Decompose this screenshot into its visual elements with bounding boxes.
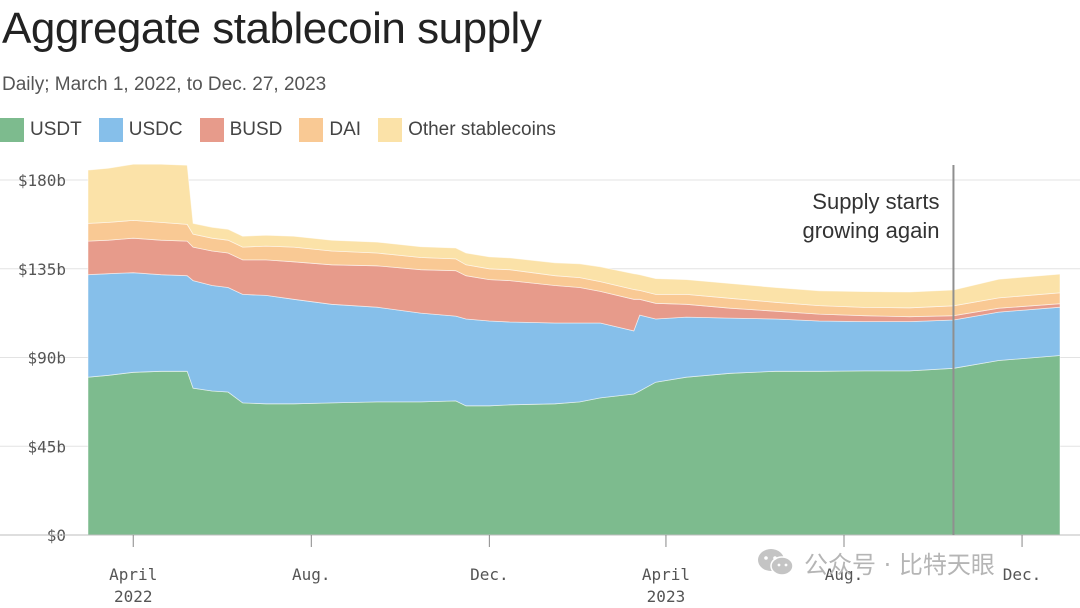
x-tick-label: Aug. [825,565,864,584]
x-tick-label: April [642,565,690,584]
legend-label-dai: DAI [329,119,362,140]
legend-swatch-dai [299,118,324,142]
wechat-logo-icon [758,548,794,576]
legend-label-busd: BUSD [229,119,283,140]
x-tick-label: Dec. [470,565,509,584]
legend-item-usdt: USDT [0,118,82,142]
x-tick-label: Aug. [292,565,331,584]
legend-item-usdc: USDC [98,118,183,142]
area-other-stablecoins [87,163,1061,309]
chart-title: Aggregate stablecoin supply [2,4,542,53]
y-tick-label: $90b [27,349,66,368]
y-tick-label: $45b [27,437,66,456]
y-tick-label: $180b [18,171,66,190]
legend-label-other: Other stablecoins [408,119,556,140]
legend-item-busd: BUSD [199,118,283,142]
area-layer [87,163,1061,536]
legend-label-usdt: USDT [30,119,82,140]
watermark: 公众号 · 比特天眼 [756,545,995,580]
x-tick-label: April [109,565,157,584]
x-tick-year-label: 2023 [647,587,686,606]
x-tick-year-label: 2022 [114,587,153,606]
legend-swatch-usdt [0,118,24,142]
chart-subtitle: Daily; March 1, 2022, to Dec. 27, 2023 [2,74,327,95]
y-tick-label: $135b [18,260,66,279]
annotation-text: Supply starts [812,189,939,214]
legend-label-usdc: USDC [128,119,183,140]
legend-swatch-busd [199,118,224,142]
legend-item-other: Other stablecoins [378,118,556,142]
legend-swatch-other [378,118,403,142]
annotation-layer: Supply starts growing again [802,165,955,535]
watermark-text: 公众号 · 比特天眼 [804,551,995,579]
x-tick-label: Dec. [1003,565,1042,584]
legend-swatch-usdc [98,118,123,142]
annotation-text: growing again [802,218,939,243]
chart-legend: USDT USDC BUSD DAI Other stablecoins [0,118,573,142]
legend-item-dai: DAI [299,118,361,142]
